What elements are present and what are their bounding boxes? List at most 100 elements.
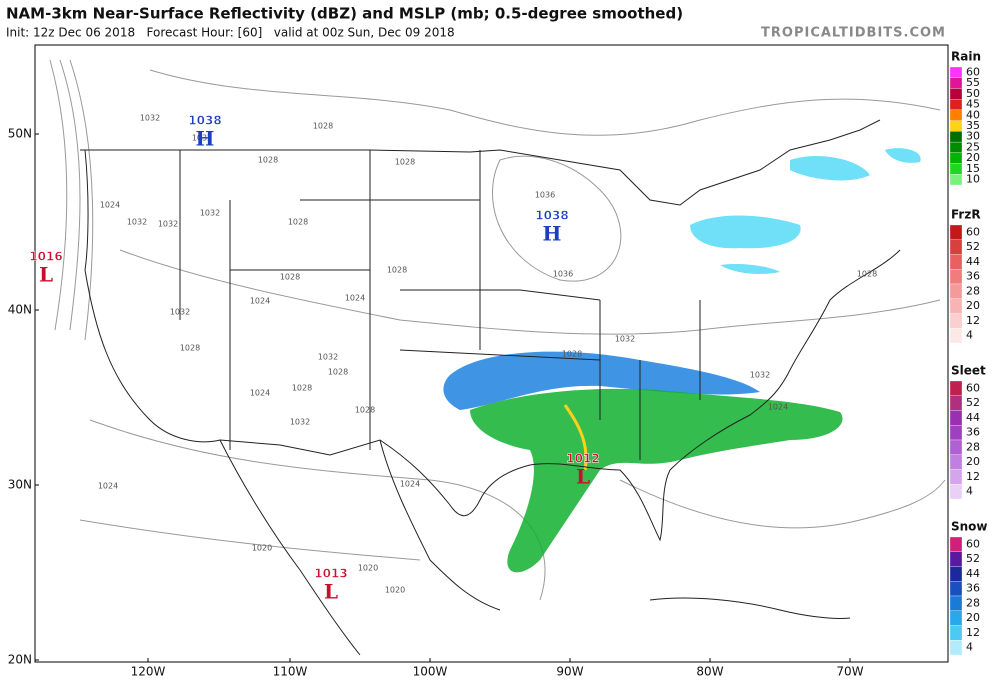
legend-level: 25 [966, 140, 980, 153]
isobar-labels: 1032 1028 1032 1028 1028 1024 1032 1032 1028 1032… [98, 114, 877, 595]
pressure-value: 1038 [535, 209, 568, 223]
title: NAM-3km Near-Surface Reflectivity (dBZ) … [6, 5, 683, 23]
legend-swatch [949, 425, 963, 441]
legend-level: 60 [966, 537, 980, 550]
legend-title: Snow [951, 520, 988, 534]
coastline [649, 597, 851, 619]
isobar-label: 1024 [250, 389, 270, 398]
isobar-label: 1032 [290, 418, 310, 427]
longitude-label: 80W [696, 665, 723, 679]
isobar [119, 249, 941, 335]
isobar [49, 59, 68, 331]
isobar-label: 1020 [385, 586, 405, 595]
legend-title: Rain [951, 50, 981, 64]
pressure-center-symbol: L [39, 263, 53, 287]
isobar-label: 1024 [98, 482, 118, 491]
legend-level: 36 [966, 270, 980, 283]
isobar-label: 1024 [345, 294, 365, 303]
geography [80, 119, 901, 656]
snow-area [690, 215, 801, 249]
legend-level: 28 [966, 596, 980, 609]
legend-level: 50 [966, 87, 980, 100]
isobar-label: 1020 [252, 544, 272, 553]
legend-level: 60 [966, 381, 980, 394]
legend-level: 28 [966, 440, 980, 453]
legend-level: 12 [966, 626, 980, 639]
legend-swatch [949, 163, 963, 175]
isobar-label: 1028 [180, 344, 200, 353]
isobars [49, 59, 946, 601]
pressure-center-symbol: L [324, 580, 338, 604]
isobar-label: 1020 [358, 564, 378, 573]
pressure-center-symbol: L [576, 465, 590, 489]
isobar-label: 1028 [395, 158, 415, 167]
coastline [379, 439, 501, 611]
latitude-label: 50N [8, 127, 32, 141]
axes: 120W 110W 100W 90W 80W 70W 50N 40N 30N 20N [8, 127, 864, 679]
border [80, 119, 881, 206]
legend-level: 4 [966, 485, 973, 498]
legend-swatch [949, 469, 963, 485]
isobar-label: 1032 [750, 371, 770, 380]
longitude-label: 120W [131, 665, 166, 679]
isobar-label: 1036 [535, 191, 555, 200]
pressure-center-symbol: H [543, 222, 562, 246]
isobar [79, 519, 421, 561]
legend-swatch [949, 224, 963, 240]
legend-title: FrzR [951, 208, 981, 222]
legend-level: 20 [966, 455, 980, 468]
legend-swatch [949, 380, 963, 396]
latitude-label: 20N [8, 653, 32, 667]
site-credit: TROPICALTIDBITS.COM [761, 26, 946, 41]
legend-swatch [949, 410, 963, 426]
snow-area [720, 263, 780, 274]
legend-swatch [949, 141, 963, 153]
legend-swatch [949, 120, 963, 132]
legend-level: 44 [966, 255, 980, 268]
isobar [69, 59, 94, 341]
pressure-value: 1013 [314, 567, 347, 581]
legend-swatch [949, 595, 963, 611]
legend-level: 36 [966, 582, 980, 595]
legend-level: 20 [966, 611, 980, 624]
legend-level: 45 [966, 98, 980, 111]
legend-swatch [949, 484, 963, 500]
legend-swatch [949, 551, 963, 567]
precipitation [443, 148, 921, 573]
legend-level: 60 [966, 65, 980, 78]
legend-level: 10 [966, 173, 980, 186]
legend-swatch [949, 269, 963, 285]
isobar [59, 59, 81, 331]
legend-swatch [949, 283, 963, 299]
legend-swatch [949, 254, 963, 270]
legend-level: 36 [966, 426, 980, 439]
legend-swatch [949, 581, 963, 597]
map-frame [34, 44, 949, 663]
legend-level: 55 [966, 76, 980, 89]
subtitle: Init: 12z Dec 06 2018 Forecast Hour: [60… [6, 26, 455, 40]
legend-level: 28 [966, 284, 980, 297]
coastline [219, 439, 361, 656]
isobar-label: 1024 [400, 480, 420, 489]
longitude-label: 90W [556, 665, 583, 679]
legend-swatch [949, 174, 963, 186]
isobar-label: 1028 [857, 270, 877, 279]
legend-level: 44 [966, 411, 980, 424]
legend-level: 52 [966, 552, 980, 565]
legend-level: 20 [966, 299, 980, 312]
legend-level: 52 [966, 396, 980, 409]
latitude-label: 30N [8, 478, 32, 492]
pressure-value: 1038 [188, 114, 221, 128]
legend-swatch [949, 313, 963, 329]
legend-swatch [949, 109, 963, 121]
isobar-label: 1028 [328, 368, 348, 377]
isobar-label: 1032 [615, 335, 635, 344]
isobar-label: 1028 [280, 273, 300, 282]
legend-swatch [949, 99, 963, 111]
isobar-label: 1028 [387, 266, 407, 275]
legend-level: 40 [966, 108, 980, 121]
legend-swatch [949, 566, 963, 582]
